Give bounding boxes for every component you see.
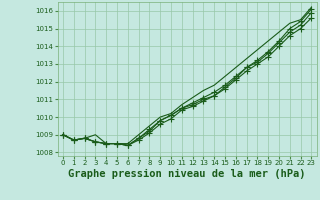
X-axis label: Graphe pression niveau de la mer (hPa): Graphe pression niveau de la mer (hPa) (68, 169, 306, 179)
